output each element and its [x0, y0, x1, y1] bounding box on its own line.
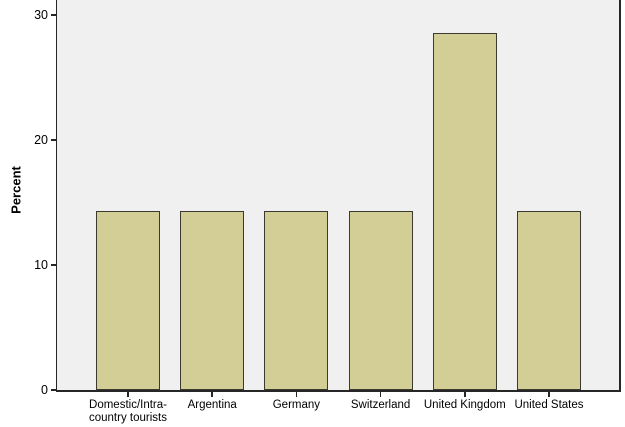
y-axis-line — [55, 0, 57, 392]
x-tick-mark — [379, 391, 382, 397]
x-tick-label: United Kingdom — [423, 399, 506, 411]
y-tick-mark — [51, 389, 56, 391]
bar — [264, 211, 329, 390]
y-tick-mark — [51, 139, 56, 141]
x-tick-label: Switzerland — [350, 399, 411, 411]
bar — [180, 211, 245, 390]
x-axis-line — [55, 390, 621, 392]
x-tick-mark — [295, 391, 298, 397]
x-tick-mark — [211, 391, 213, 397]
y-tick-mark — [51, 264, 56, 266]
x-tick-mark — [464, 391, 466, 397]
y-tick-label: 20 — [34, 132, 48, 147]
bar — [96, 211, 160, 390]
y-tick-label: 30 — [34, 7, 48, 22]
bar — [348, 211, 413, 390]
y-tick-label: 0 — [41, 382, 48, 397]
bar — [432, 32, 497, 390]
x-tick-label: United States — [514, 399, 584, 411]
bar — [517, 211, 581, 390]
y-tick-label: 10 — [34, 257, 48, 272]
x-tick-label: Domestic/Intra- country tourists — [89, 399, 167, 424]
x-tick-mark — [127, 391, 129, 397]
x-tick-label: Argentina — [187, 399, 237, 411]
y-tick-mark — [51, 14, 56, 16]
y-axis-title: Percent — [8, 166, 24, 214]
x-tick-mark — [548, 391, 550, 397]
right-frame-line — [619, 0, 621, 392]
x-tick-label: Germany — [272, 399, 321, 411]
